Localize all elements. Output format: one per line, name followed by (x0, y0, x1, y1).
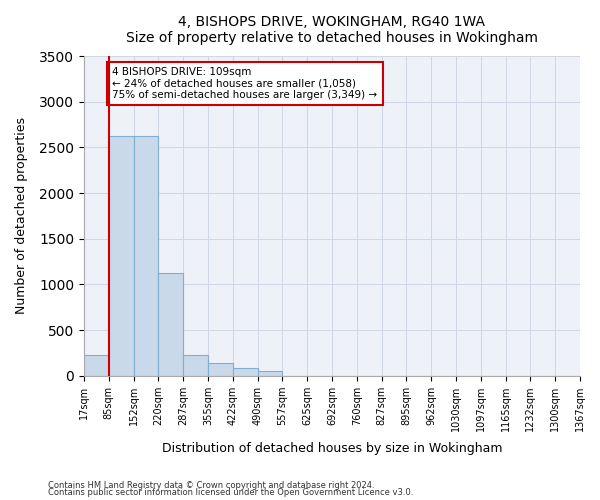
Bar (233, 368, 257, 376)
Text: Contains public sector information licensed under the Open Government Licence v3: Contains public sector information licen… (48, 488, 413, 497)
Title: 4, BISHOPS DRIVE, WOKINGHAM, RG40 1WA
Size of property relative to detached hous: 4, BISHOPS DRIVE, WOKINGHAM, RG40 1WA Si… (126, 15, 538, 45)
Bar (134, 136, 158, 376)
Text: Contains HM Land Registry data © Crown copyright and database right 2024.: Contains HM Land Registry data © Crown c… (48, 480, 374, 490)
X-axis label: Distribution of detached houses by size in Wokingham: Distribution of detached houses by size … (162, 442, 502, 455)
Bar (183, 354, 208, 376)
Bar (208, 363, 233, 376)
Bar (158, 274, 183, 376)
Bar (257, 371, 283, 376)
Text: 4 BISHOPS DRIVE: 109sqm
← 24% of detached houses are smaller (1,058)
75% of semi: 4 BISHOPS DRIVE: 109sqm ← 24% of detache… (112, 67, 377, 100)
Bar (109, 136, 134, 376)
Y-axis label: Number of detached properties: Number of detached properties (15, 118, 28, 314)
Bar (84, 354, 109, 376)
